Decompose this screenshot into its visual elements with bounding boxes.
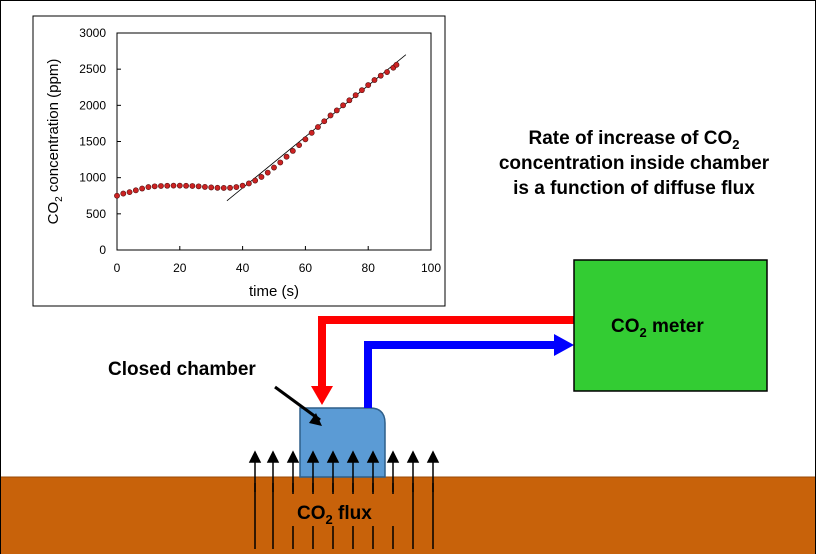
data-point <box>283 153 290 160</box>
data-point <box>352 92 359 99</box>
data-point <box>114 192 120 199</box>
co2-meter <box>573 259 768 392</box>
x-tick-label: 20 <box>173 261 187 275</box>
data-point <box>183 182 189 189</box>
data-point <box>289 148 296 154</box>
x-axis-label: time (s) <box>249 283 299 300</box>
data-point <box>393 61 400 68</box>
y-tick-label: 1000 <box>79 171 106 185</box>
data-point <box>321 118 328 125</box>
data-point <box>365 82 372 88</box>
x-tick-label: 60 <box>299 261 313 275</box>
headline-line-3: is a function of diffuse flux <box>513 178 755 199</box>
headline-line-2: concentration inside chamber <box>499 153 770 174</box>
data-point <box>377 72 384 79</box>
data-point <box>233 184 240 190</box>
data-point <box>302 136 309 143</box>
data-point <box>327 112 334 119</box>
data-point <box>208 184 215 191</box>
data-point <box>158 183 164 189</box>
pipe-to-meter <box>364 341 556 408</box>
co2-meter-label: CO2 meter <box>611 316 704 340</box>
y-tick-label: 2500 <box>79 62 106 76</box>
data-point <box>333 107 340 114</box>
data-point <box>315 124 321 130</box>
data-point <box>239 182 246 189</box>
data-point <box>220 185 227 191</box>
y-tick-label: 0 <box>99 243 106 257</box>
chamber-label: Closed chamber <box>108 359 256 380</box>
co2-chart: 0 20 40 60 80 100050010001500200025003000time… <box>45 26 441 300</box>
data-point <box>170 182 177 189</box>
data-point <box>139 185 146 192</box>
y-tick-label: 3000 <box>79 26 106 40</box>
data-point <box>145 184 152 190</box>
data-point <box>202 184 208 190</box>
data-point <box>340 102 346 109</box>
data-point <box>371 77 378 83</box>
data-point <box>164 182 171 189</box>
y-tick-label: 2000 <box>79 98 106 112</box>
data-point <box>126 189 133 196</box>
pipe-to-meter-arrowhead <box>554 334 574 356</box>
x-tick-label: 80 <box>362 261 376 275</box>
data-point <box>296 142 303 149</box>
data-point <box>258 174 265 180</box>
data-point <box>176 182 183 189</box>
data-point <box>384 69 390 75</box>
chart-panel <box>32 15 446 307</box>
data-point <box>264 169 271 176</box>
data-point <box>195 183 202 190</box>
pipe-to-chamber-arrowhead <box>311 386 333 405</box>
x-tick-label: 100 <box>421 261 441 275</box>
data-point <box>189 183 196 189</box>
data-point <box>359 87 365 94</box>
data-point <box>245 180 252 187</box>
data-point <box>308 129 315 136</box>
x-tick-label: 40 <box>236 261 250 275</box>
y-tick-label: 500 <box>86 207 106 221</box>
data-point <box>227 184 233 191</box>
data-point <box>120 190 127 197</box>
soil-ground <box>1 477 815 554</box>
data-point <box>277 159 284 166</box>
data-point <box>151 183 158 190</box>
flux-label: CO2 flux <box>297 503 372 527</box>
data-point <box>346 97 353 104</box>
y-tick-label: 1500 <box>79 135 106 149</box>
data-point <box>271 164 277 171</box>
data-point <box>252 177 259 184</box>
flux-arrows <box>248 450 440 492</box>
headline-line-1: Rate of increase of CO2 <box>528 128 739 152</box>
x-tick-label: 0 <box>114 261 121 275</box>
data-point <box>214 184 221 191</box>
flux-label-bg <box>285 494 401 526</box>
data-point <box>132 187 139 194</box>
chamber-pointer-head <box>309 413 322 426</box>
pipe-to-chamber <box>318 316 574 388</box>
chamber-pointer <box>274 385 321 422</box>
y-axis-label: CO2 concentration (ppm) <box>45 59 65 225</box>
